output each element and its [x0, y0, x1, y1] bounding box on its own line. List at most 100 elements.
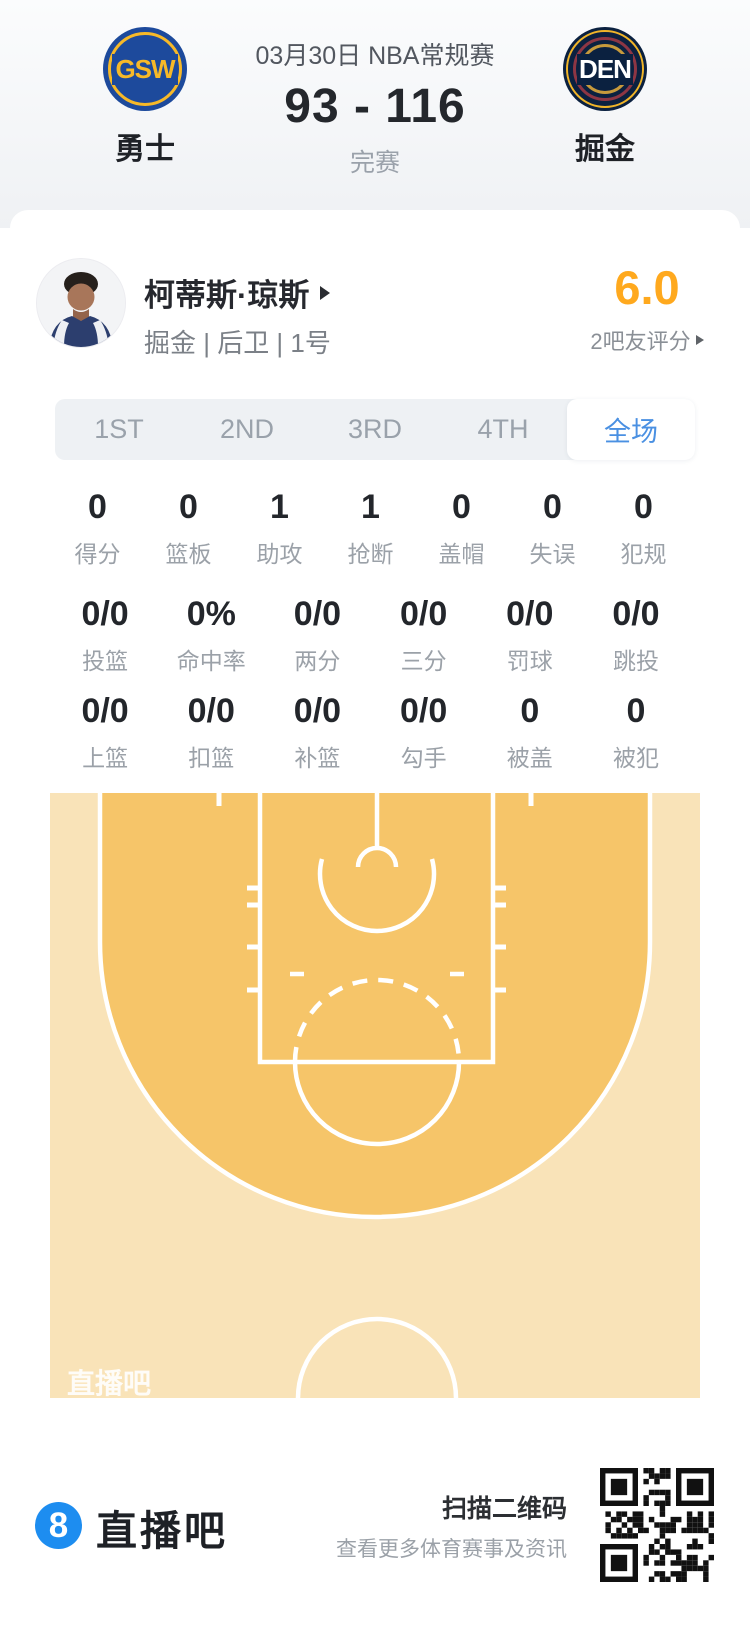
stat-label: 被盖: [506, 745, 553, 771]
court-watermark: 直播吧: [67, 1368, 151, 1398]
stat-value: 0/0: [187, 692, 235, 730]
tab-3rd[interactable]: 3RD: [347, 414, 402, 444]
stat-value: 0/0: [293, 692, 342, 730]
match-date: 03月30日 NBA常规赛: [255, 42, 495, 70]
stat-label: 盖帽: [438, 541, 485, 567]
stat-value: 0: [88, 488, 107, 526]
stat-value: 0/0: [81, 692, 129, 730]
home-team-name: 勇士: [115, 133, 175, 166]
logo-ring: [573, 37, 637, 101]
rating-block: 6.0 2吧友评分: [588, 260, 706, 356]
stat-fg: 0/0 投篮: [52, 595, 158, 676]
stat-label: 两分: [294, 648, 341, 674]
stat-dunks: 0/0 扣篮: [158, 692, 264, 773]
stat-free-throws: 0/0 罚球: [477, 595, 583, 676]
stat-label: 抢断: [347, 541, 394, 567]
stat-label: 补篮: [294, 745, 341, 771]
stat-value: 0/0: [399, 692, 448, 730]
arrow-right-icon: [695, 335, 704, 345]
stat-shots-blocked: 0 被盖: [477, 692, 583, 773]
stat-label: 投篮: [82, 648, 129, 674]
gsw-team-logo-icon: GSW: [103, 27, 187, 111]
den-team-logo-icon: DEN: [563, 27, 647, 111]
player-photo-icon: [37, 259, 125, 347]
stat-label: 罚球: [506, 648, 553, 674]
stat-label: 犯规: [620, 541, 667, 567]
zhibo8-logo-icon: 8: [35, 1502, 82, 1549]
stat-value: 0/0: [81, 595, 129, 633]
scan-title: 扫描二维码: [441, 1495, 567, 1523]
brand-name: 直播吧: [96, 1508, 228, 1554]
stat-value: 0/0: [612, 595, 660, 633]
stat-two-pt: 0/0 两分: [264, 595, 370, 676]
stat-value: 0: [543, 488, 562, 526]
stat-label: 得分: [74, 541, 121, 567]
stat-rebounds: 0 篮板: [143, 488, 234, 569]
logo-ring: [108, 32, 182, 106]
stat-label: 命中率: [176, 648, 246, 674]
stat-fouls-drawn: 0 被犯: [583, 692, 689, 773]
rating-caption[interactable]: 2吧友评分: [588, 324, 706, 356]
stats-row-basic: 0 得分 0 篮板 1 助攻 1 抢断 0 盖帽 0 失误 0 犯规: [52, 488, 689, 569]
scan-caption: 查看更多体育赛事及资讯: [336, 1538, 567, 1561]
match-header: GSW 勇士 03月30日 NBA常规赛 93 - 116 完赛 DEN 掘金: [0, 0, 750, 228]
stat-assists: 1 助攻: [234, 488, 325, 569]
stat-turnovers: 0 失误: [507, 488, 598, 569]
match-info: 03月30日 NBA常规赛 93 - 116 完赛: [225, 0, 525, 179]
logo-ring: [566, 30, 644, 108]
stats-row-shot-types: 0/0 上篮 0/0 扣篮 0/0 补篮 0/0 勾手 0 被盖 0 被犯: [52, 692, 689, 773]
stat-value: 0: [520, 692, 540, 730]
stat-jump-shots: 0/0 跳投: [583, 595, 689, 676]
stat-layups: 0/0 上篮: [52, 692, 158, 773]
tab-1st[interactable]: 1ST: [94, 414, 144, 444]
stat-label: 勾手: [400, 745, 447, 771]
stat-value: 0: [634, 488, 653, 526]
den-logo-text: DEN: [577, 53, 633, 85]
qr-code: [600, 1468, 714, 1582]
rating-caption-label: 2吧友评分: [590, 329, 691, 354]
stat-fouls: 0 犯规: [598, 488, 689, 569]
stat-value: 1: [270, 488, 289, 526]
match-score: 93 - 116: [284, 80, 466, 133]
team-home: GSW 勇士: [65, 27, 225, 168]
stat-label: 跳投: [612, 648, 659, 674]
stat-label: 被犯: [612, 745, 659, 771]
stats-row-shooting: 0/0 投篮 0% 命中率 0/0 两分 0/0 三分 0/0 罚球 0/0 跳…: [52, 595, 689, 676]
chevron-right-icon: [320, 285, 331, 300]
stat-value: 1: [361, 488, 380, 526]
stat-points: 0 得分: [52, 488, 143, 569]
player-avatar[interactable]: [36, 258, 126, 348]
stat-steals: 1 抢断: [325, 488, 416, 569]
stat-label: 篮板: [165, 541, 212, 567]
stat-value: 0: [626, 692, 646, 730]
stat-blocks: 0 盖帽: [416, 488, 507, 569]
stat-label: 上篮: [82, 745, 129, 771]
stat-value: 0/0: [293, 595, 342, 633]
stat-fg-pct: 0% 命中率: [158, 595, 264, 676]
scan-hint: 扫描二维码 查看更多体育赛事及资讯: [336, 1489, 567, 1563]
stat-three-pt: 0/0 三分: [371, 595, 477, 676]
stat-tip-ins: 0/0 补篮: [264, 692, 370, 773]
stat-label: 扣篮: [188, 745, 235, 771]
tab-full-game[interactable]: 全场: [567, 399, 695, 460]
gsw-logo-text: GSW: [112, 53, 178, 85]
stat-label: 三分: [400, 648, 447, 674]
stat-value: 0/0: [506, 595, 554, 633]
tab-4th[interactable]: 4TH: [477, 414, 529, 444]
stat-hook-shots: 0/0 勾手: [371, 692, 477, 773]
stat-label: 失误: [529, 541, 576, 567]
player-name-row[interactable]: 柯蒂斯·琼斯: [144, 270, 331, 315]
stat-value: 0: [179, 488, 198, 526]
stat-value: 0/0: [399, 595, 448, 633]
stat-label: 助攻: [256, 541, 303, 567]
team-away: DEN 掘金: [525, 27, 685, 168]
match-status: 完赛: [349, 149, 400, 177]
stat-value: 0: [452, 488, 471, 526]
quarter-tabs: 1ST 2ND 3RD 4TH 全场: [55, 399, 695, 460]
player-meta: 掘金 | 后卫 | 1号: [144, 328, 331, 358]
player-rating: 6.0: [614, 261, 680, 314]
shot-chart-court: 直播吧: [50, 793, 700, 1398]
stat-value: 0%: [186, 595, 236, 633]
tab-2nd[interactable]: 2ND: [219, 414, 274, 444]
